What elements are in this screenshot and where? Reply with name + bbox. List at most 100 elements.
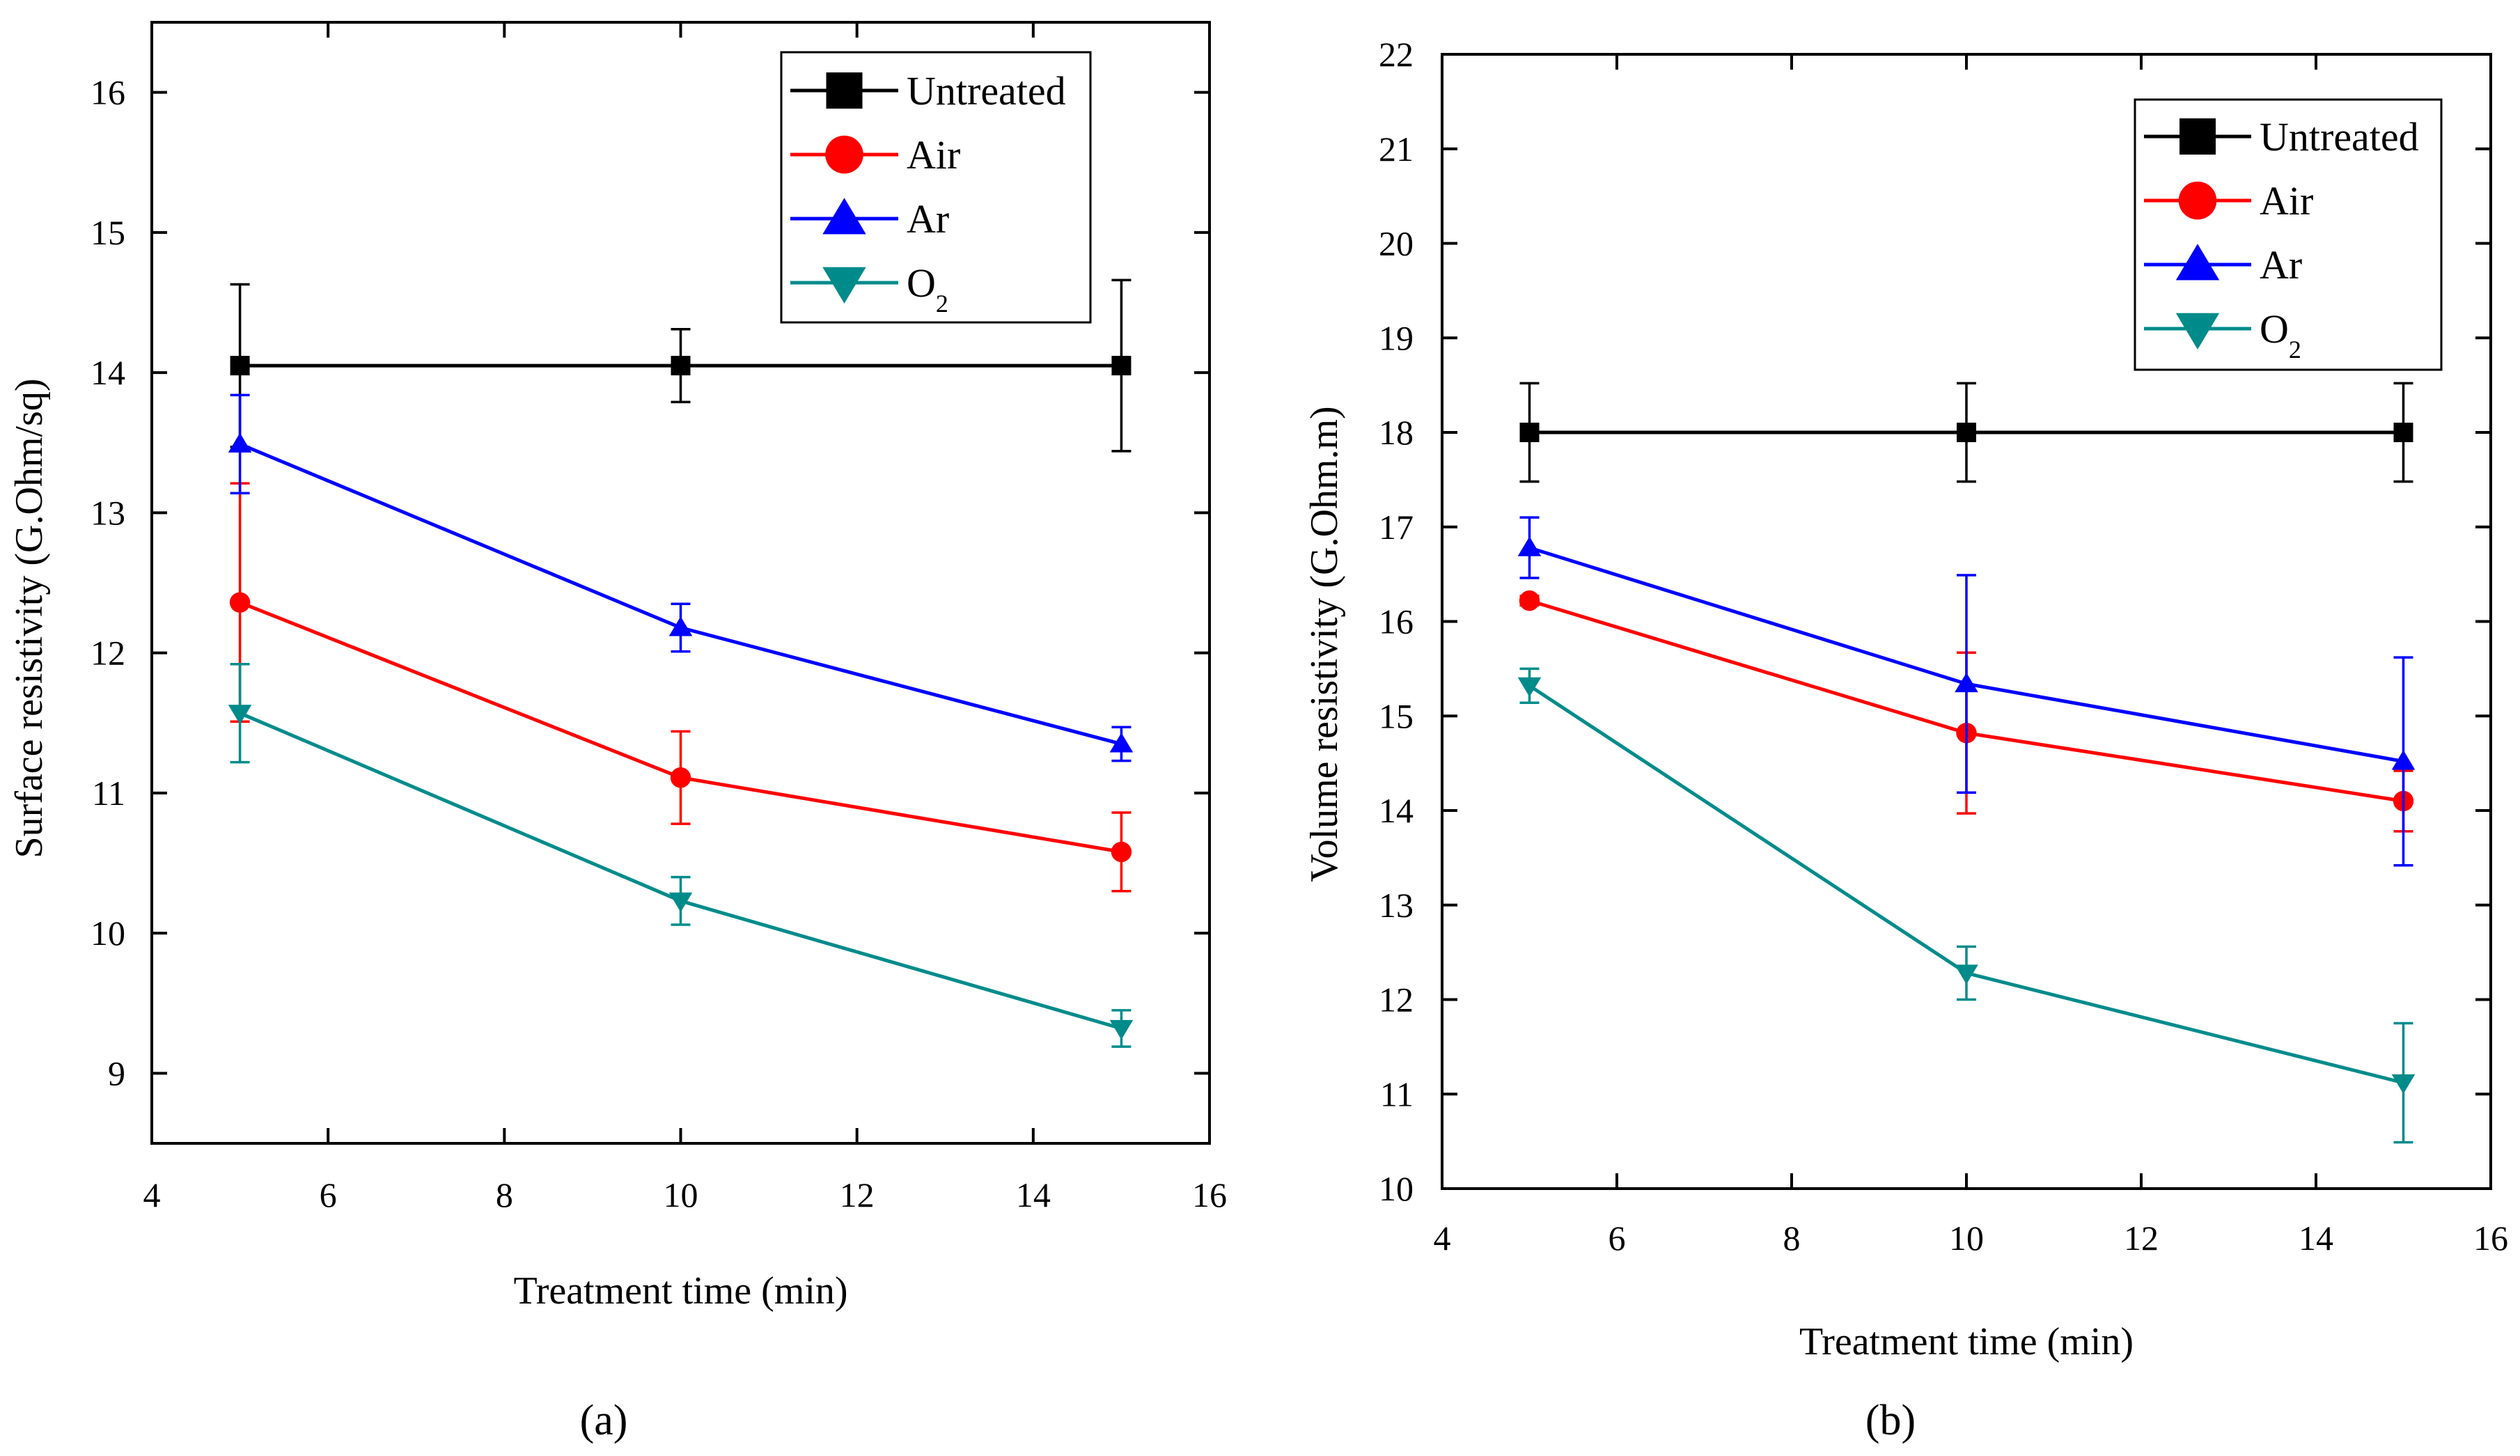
- chart-panel-a: 4 6 8 10 12 14 16 9 10 11 12 13 14 15 16 Treatment time…: [8, 21, 1227, 1313]
- legend-entry: Ar: [790, 196, 949, 242]
- data-point: [1517, 536, 1542, 556]
- legend-name: Ar: [907, 196, 949, 242]
- series-air: [229, 482, 1132, 893]
- x-tick-label: 6: [1609, 1219, 1626, 1258]
- y-tick-label: 16: [1379, 602, 1414, 641]
- legend-marker: [822, 267, 866, 304]
- y-tick-label: 9: [108, 1054, 125, 1093]
- x-tick-label: 16: [2473, 1219, 2508, 1258]
- series-o: [228, 662, 1134, 1048]
- y-axis-label: Surface resistivity (G.Ohm/sq): [8, 379, 51, 859]
- x-tick-label: 14: [2299, 1219, 2333, 1258]
- y-tick-label: 17: [1379, 508, 1414, 547]
- x-tick-label: 14: [1016, 1175, 1051, 1214]
- legend-marker: [2175, 244, 2220, 281]
- legend-entry: Ar: [2144, 242, 2302, 288]
- legend-name: O: [907, 260, 936, 306]
- data-point: [670, 767, 691, 788]
- legend-name: Untreated: [2260, 114, 2419, 159]
- y-tick-label: 14: [1379, 791, 1414, 830]
- data-point: [228, 705, 252, 725]
- legend-name: Untreated: [907, 68, 1066, 113]
- legend-entry: O2: [2144, 306, 2301, 363]
- legend-subscript: 2: [936, 290, 948, 318]
- legend-name: Ar: [2260, 242, 2302, 288]
- data-point: [2391, 750, 2416, 770]
- series-untreated: [1519, 382, 2413, 483]
- data-point: [2391, 1074, 2416, 1095]
- data-point: [1519, 423, 1540, 442]
- y-tick-label: 15: [91, 213, 125, 252]
- y-tick-label: 21: [1379, 130, 1414, 169]
- x-tick-label: 16: [1192, 1175, 1227, 1214]
- panel-label: (b): [1865, 1397, 1916, 1444]
- x-tick-label: 12: [840, 1175, 875, 1214]
- data-point: [1109, 733, 1134, 753]
- y-tick-label: 12: [91, 634, 125, 673]
- series-ar: [228, 393, 1134, 762]
- legend-marker: [2178, 181, 2217, 220]
- data-point: [668, 616, 693, 636]
- y-tick-label: 15: [1379, 696, 1414, 735]
- y-tick-label: 14: [91, 353, 125, 392]
- x-axis-label: Treatment time (min): [1799, 1320, 2134, 1363]
- legend-marker: [826, 72, 863, 109]
- x-tick-label: 4: [143, 1175, 161, 1214]
- series-line: [239, 442, 1122, 746]
- y-tick-label: 16: [91, 73, 125, 112]
- data-point: [2393, 423, 2413, 442]
- y-tick-label: 13: [91, 493, 125, 532]
- series-untreated: [230, 279, 1132, 453]
- legend-entry: O2: [790, 260, 948, 318]
- legend-name: Air: [2260, 178, 2313, 224]
- data-point: [228, 432, 252, 453]
- y-tick-label: 10: [1379, 1169, 1414, 1208]
- x-tick-label: 12: [2124, 1219, 2159, 1258]
- y-tick-label: 22: [1379, 35, 1414, 74]
- legend-marker: [822, 198, 866, 235]
- x-tick-label: 10: [1949, 1219, 1984, 1258]
- legend-label: Ar: [907, 196, 949, 242]
- x-tick-label: 8: [1783, 1219, 1801, 1258]
- legend-label: Ar: [2260, 242, 2302, 288]
- x-tick-label: 4: [1434, 1219, 1451, 1258]
- y-tick-label: 11: [1380, 1074, 1414, 1113]
- data-point: [671, 356, 691, 376]
- series-o: [1517, 667, 2416, 1144]
- legend-entry: Untreated: [790, 68, 1066, 113]
- x-tick-label: 6: [320, 1175, 337, 1214]
- legend-entry: Air: [790, 132, 960, 178]
- y-tick-label: 20: [1379, 224, 1414, 263]
- y-tick-label: 13: [1379, 886, 1414, 925]
- legend-label: Air: [2260, 178, 2313, 224]
- legend-marker: [2175, 313, 2220, 350]
- legend-marker: [825, 135, 863, 174]
- data-point: [668, 892, 693, 912]
- data-point: [1109, 1019, 1134, 1040]
- legend: Untreated Air Ar O2: [780, 51, 1092, 324]
- y-tick-label: 12: [1379, 980, 1414, 1019]
- legend-label: Untreated: [907, 68, 1066, 113]
- y-tick-label: 18: [1379, 413, 1414, 452]
- data-point: [230, 356, 250, 376]
- series-ar: [1517, 516, 2416, 867]
- legend: Untreated Air Ar O2: [2134, 98, 2443, 371]
- legend-label: O2: [907, 260, 948, 318]
- legend-label: Air: [907, 132, 960, 178]
- data-point: [1519, 590, 1540, 611]
- data-point: [1517, 677, 1542, 697]
- legend-label: O2: [2260, 306, 2301, 363]
- data-point: [1955, 964, 1978, 985]
- x-tick-label: 10: [664, 1175, 698, 1214]
- legend-name: Air: [907, 132, 960, 178]
- data-point: [229, 592, 251, 613]
- panel-label: (a): [580, 1397, 628, 1444]
- y-axis-label: Volume resistivity (G.Ohm.m): [1303, 406, 1346, 882]
- y-tick-label: 19: [1379, 318, 1414, 357]
- data-point: [1111, 841, 1132, 863]
- legend-name: O: [2260, 306, 2289, 352]
- chart-panel-b: 4 6 8 10 12 14 16 10 11 12 13 14 15 16 17 18 19 20 21 22 Tre…: [1303, 35, 2508, 1363]
- x-axis-label: Treatment time (min): [513, 1269, 847, 1313]
- data-point: [1111, 356, 1132, 376]
